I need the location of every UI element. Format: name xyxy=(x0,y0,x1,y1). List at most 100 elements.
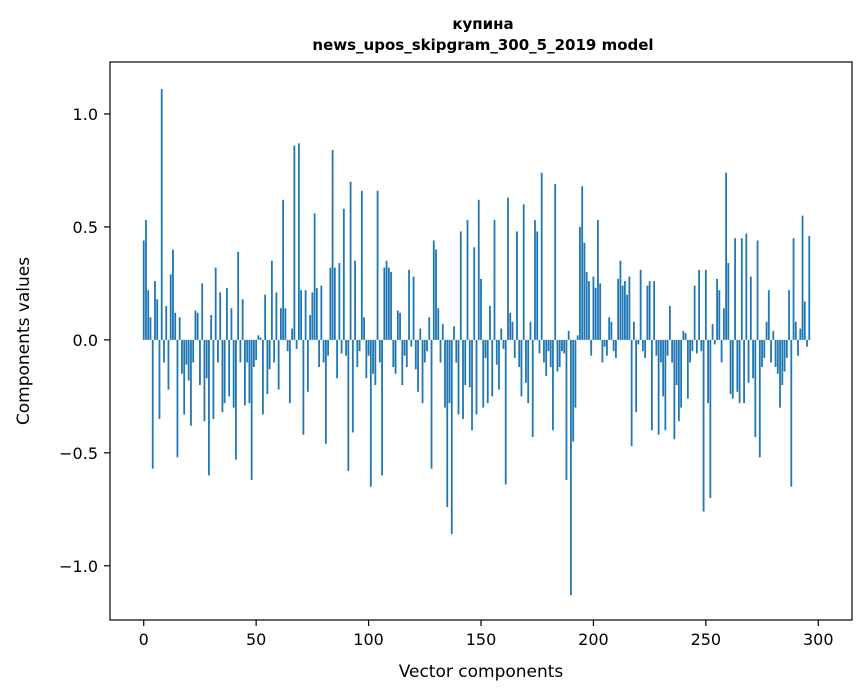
bar xyxy=(610,321,613,340)
y-tick-label: 0.5 xyxy=(73,218,98,237)
bar xyxy=(740,238,743,340)
bar xyxy=(455,339,458,363)
bar xyxy=(527,339,530,404)
bar xyxy=(509,312,512,340)
bar xyxy=(666,339,669,356)
bar xyxy=(428,317,431,340)
bar xyxy=(248,339,251,404)
bar xyxy=(788,290,790,340)
bar xyxy=(601,339,604,363)
bar xyxy=(783,339,786,372)
bar xyxy=(174,312,177,340)
bar xyxy=(745,233,748,340)
bar xyxy=(462,339,464,419)
bar xyxy=(552,339,554,431)
chart-title: купина xyxy=(452,15,513,33)
bar xyxy=(522,204,525,340)
bar xyxy=(329,267,332,340)
bar xyxy=(241,299,244,340)
bar xyxy=(270,260,273,340)
bar xyxy=(392,339,395,367)
bar xyxy=(309,315,312,340)
bar xyxy=(799,328,802,340)
bar xyxy=(374,339,377,386)
bar xyxy=(713,339,716,345)
bar xyxy=(338,263,341,340)
bar xyxy=(518,339,521,367)
bar xyxy=(199,339,201,386)
bar xyxy=(525,339,527,383)
bar xyxy=(749,276,752,340)
bar xyxy=(342,208,345,340)
bar xyxy=(565,339,568,480)
bar xyxy=(808,235,811,340)
bar xyxy=(729,339,732,395)
bar xyxy=(192,339,195,363)
bar xyxy=(347,339,350,471)
bar xyxy=(318,339,321,367)
bar xyxy=(709,339,712,499)
bar xyxy=(698,269,700,340)
bar xyxy=(545,339,548,377)
bar xyxy=(790,339,793,487)
bar xyxy=(279,308,282,340)
plot-frame xyxy=(109,61,853,621)
bar xyxy=(646,285,649,340)
bar xyxy=(507,197,509,340)
bar xyxy=(637,339,640,345)
bar xyxy=(221,339,224,413)
bar xyxy=(214,267,217,340)
bar xyxy=(142,240,145,340)
bar xyxy=(253,339,255,367)
bar xyxy=(410,339,413,347)
bar xyxy=(502,339,505,349)
bar xyxy=(432,240,435,340)
bar xyxy=(178,317,181,340)
bar xyxy=(752,339,754,379)
bar xyxy=(232,339,235,408)
x-axis-label: Vector components xyxy=(399,662,564,682)
x-tick-label: 300 xyxy=(803,630,834,649)
bar xyxy=(302,339,305,435)
x-axis-ticks: 0 50 100 150 200 250 300 xyxy=(139,620,834,649)
bar xyxy=(230,308,233,340)
bar xyxy=(412,276,415,340)
bar xyxy=(673,339,676,440)
bar xyxy=(493,220,496,340)
bar xyxy=(606,339,608,356)
bar xyxy=(217,339,219,363)
bar xyxy=(693,285,696,340)
bar xyxy=(160,89,163,340)
bar xyxy=(437,308,440,340)
bar xyxy=(770,339,772,363)
bar xyxy=(145,220,147,340)
bar xyxy=(592,276,595,340)
bar xyxy=(444,339,446,408)
bar xyxy=(372,339,374,374)
bar xyxy=(534,220,536,340)
bar xyxy=(516,231,518,340)
bar xyxy=(235,339,237,460)
bar xyxy=(378,339,381,363)
bar xyxy=(163,339,165,363)
bar xyxy=(475,339,478,415)
bar xyxy=(626,294,629,340)
bar xyxy=(513,339,516,358)
bar xyxy=(169,274,172,340)
bar xyxy=(477,199,480,340)
bar xyxy=(471,339,473,431)
bar xyxy=(376,190,379,340)
bar xyxy=(466,220,469,340)
bar xyxy=(401,339,404,386)
bar xyxy=(603,339,606,347)
bar xyxy=(468,339,471,388)
bar xyxy=(794,321,797,340)
bar xyxy=(381,339,383,476)
bar xyxy=(322,339,325,363)
bar xyxy=(354,260,356,340)
bar xyxy=(612,339,615,352)
bar xyxy=(183,339,186,415)
bar xyxy=(196,312,199,340)
bar xyxy=(630,339,633,447)
bar xyxy=(772,330,775,340)
